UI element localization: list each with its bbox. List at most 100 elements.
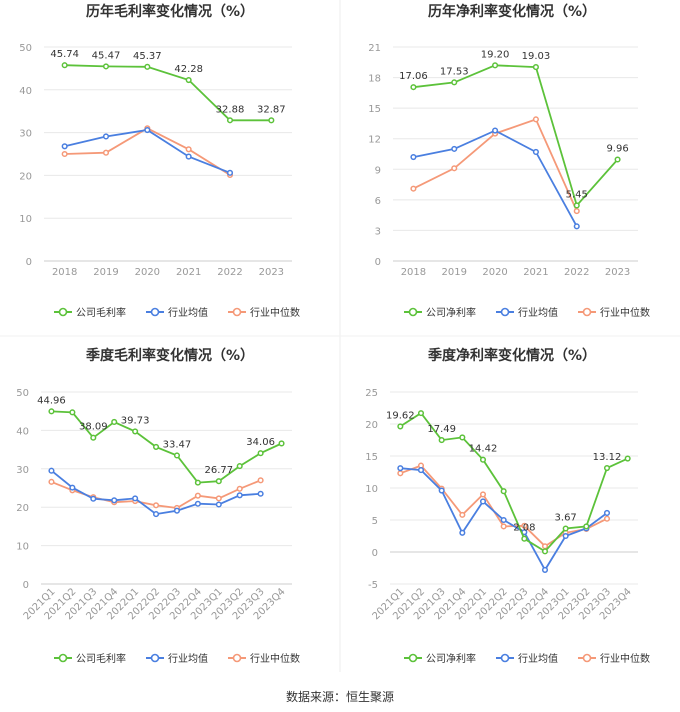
data-point bbox=[257, 490, 264, 497]
data-label: 45.37 bbox=[133, 51, 162, 62]
data-point bbox=[438, 487, 445, 494]
series-line bbox=[413, 64, 619, 208]
data-point bbox=[438, 437, 445, 444]
data-point bbox=[573, 223, 580, 230]
legend-marker-icon bbox=[150, 653, 160, 663]
data-point bbox=[61, 143, 68, 150]
data-point bbox=[492, 127, 499, 134]
x-tick-label: 2018 bbox=[401, 267, 426, 278]
data-point bbox=[532, 64, 539, 71]
chart-title: 季度净利率变化情况（%） bbox=[427, 347, 596, 364]
data-point bbox=[397, 470, 404, 477]
x-tick-label: 2021 bbox=[523, 267, 548, 278]
data-point bbox=[479, 491, 487, 498]
y-tick-label: 40 bbox=[16, 426, 29, 437]
y-tick-label: -5 bbox=[368, 580, 378, 591]
data-point bbox=[417, 410, 425, 417]
data-point bbox=[479, 456, 487, 463]
data-label: 44.96 bbox=[37, 395, 66, 406]
data-point bbox=[410, 154, 417, 161]
data-point bbox=[521, 522, 528, 529]
data-point bbox=[500, 516, 507, 524]
y-tick-label: 20 bbox=[19, 171, 32, 182]
data-point bbox=[152, 502, 160, 509]
x-tick-label: 2019 bbox=[93, 267, 118, 278]
data-label: 5.45 bbox=[566, 189, 588, 200]
x-tick-label: 2022 bbox=[217, 267, 242, 278]
x-tick-label: 2021 bbox=[176, 267, 201, 278]
data-label: 2.08 bbox=[513, 523, 535, 534]
chart-title: 季度毛利率变化情况（%） bbox=[85, 347, 254, 364]
data-label: 45.47 bbox=[92, 50, 121, 61]
data-point bbox=[562, 525, 569, 532]
data-label: 39.73 bbox=[121, 415, 150, 426]
data-label: 32.88 bbox=[216, 104, 245, 115]
data-point bbox=[102, 149, 110, 156]
legend-item: 行业均值 bbox=[496, 652, 558, 665]
legend-marker-icon bbox=[232, 653, 242, 663]
data-point bbox=[69, 409, 76, 416]
y-tick-label: 25 bbox=[365, 388, 378, 399]
data-point bbox=[173, 507, 181, 514]
legend-marker-icon bbox=[582, 653, 592, 663]
legend-label: 公司净利率 bbox=[426, 306, 476, 319]
legend-marker-icon bbox=[58, 653, 68, 663]
y-tick-label: 10 bbox=[16, 542, 29, 553]
data-point bbox=[144, 126, 151, 134]
data-point bbox=[61, 62, 68, 69]
data-point bbox=[90, 495, 97, 502]
series-line bbox=[399, 411, 629, 553]
data-point bbox=[278, 440, 285, 447]
data-label: 45.74 bbox=[50, 49, 79, 60]
y-tick-label: 10 bbox=[365, 484, 378, 495]
data-label: 19.03 bbox=[522, 51, 551, 62]
y-tick-label: 5 bbox=[372, 516, 378, 527]
data-point bbox=[500, 523, 507, 530]
data-point bbox=[69, 484, 76, 491]
data-point bbox=[236, 485, 243, 492]
series-line bbox=[64, 64, 272, 122]
x-tick-label: 2019 bbox=[442, 267, 467, 278]
data-point bbox=[573, 202, 580, 209]
legend-label: 行业均值 bbox=[168, 652, 208, 665]
data-point bbox=[257, 477, 264, 484]
data-point bbox=[614, 156, 621, 163]
data-source-note: 数据来源：恒生聚源 bbox=[285, 690, 394, 704]
y-tick-label: 0 bbox=[375, 257, 381, 268]
data-point bbox=[583, 523, 590, 530]
data-point bbox=[451, 145, 458, 152]
series-line bbox=[413, 129, 578, 227]
legend-label: 行业均值 bbox=[518, 652, 558, 665]
legend-label: 行业均值 bbox=[168, 306, 208, 319]
data-point bbox=[185, 76, 192, 84]
data-point bbox=[459, 529, 466, 536]
y-tick-label: 20 bbox=[16, 503, 29, 514]
legend-item: 行业均值 bbox=[146, 652, 208, 665]
data-point bbox=[194, 492, 201, 499]
legend-marker-icon bbox=[150, 307, 160, 317]
data-point bbox=[451, 79, 458, 86]
legend-marker-icon bbox=[500, 307, 510, 317]
data-point bbox=[111, 418, 118, 426]
legend-label: 行业中位数 bbox=[250, 306, 300, 319]
data-point bbox=[603, 509, 611, 517]
y-tick-label: 20 bbox=[365, 420, 378, 431]
y-tick-label: 9 bbox=[375, 165, 381, 176]
data-point bbox=[451, 165, 458, 172]
data-point bbox=[541, 548, 549, 555]
data-label: 17.49 bbox=[427, 424, 456, 435]
y-tick-label: 15 bbox=[368, 104, 381, 115]
data-point bbox=[500, 488, 507, 495]
y-tick-label: 0 bbox=[23, 580, 29, 591]
y-tick-label: 21 bbox=[368, 43, 381, 54]
data-label: 19.62 bbox=[386, 410, 415, 421]
data-label: 19.20 bbox=[481, 49, 510, 60]
data-point bbox=[417, 467, 425, 474]
data-point bbox=[194, 479, 201, 486]
x-tick-label: 2022 bbox=[564, 267, 589, 278]
x-tick-label: 2023 bbox=[259, 267, 284, 278]
legend-marker-icon bbox=[58, 307, 68, 317]
data-point bbox=[102, 133, 110, 140]
chart-title: 历年净利率变化情况（%） bbox=[428, 3, 596, 20]
